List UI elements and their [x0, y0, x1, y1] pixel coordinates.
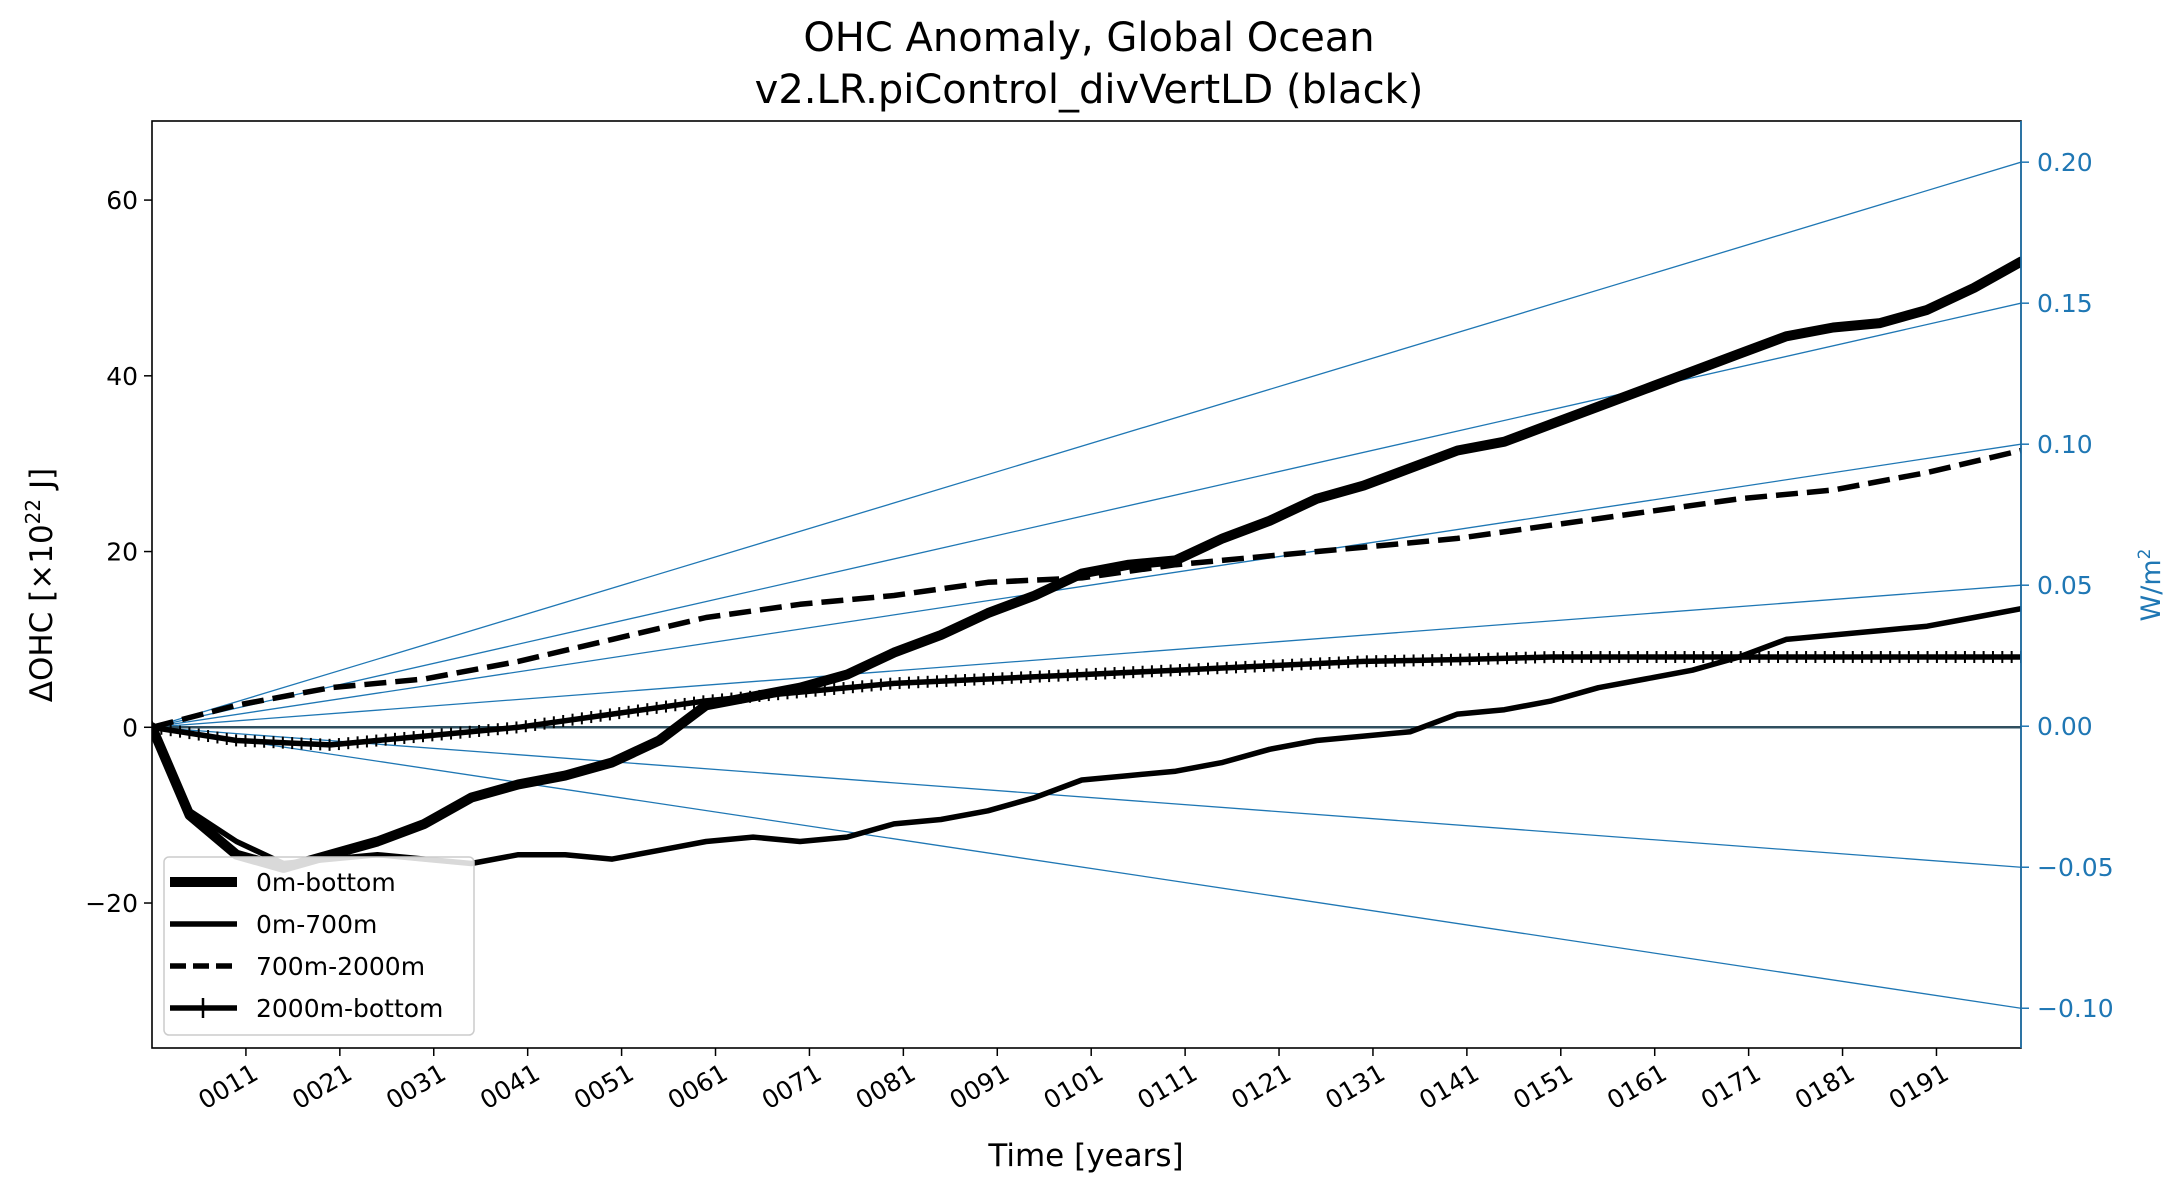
- reference-line-4: [152, 443, 2021, 728]
- legend-label-0m-bottom: 0m-bottom: [256, 868, 396, 897]
- reference-line-1: [152, 726, 2021, 868]
- x-tick-label: 0121: [1226, 1058, 1296, 1115]
- y-tick-label: 40: [106, 362, 138, 391]
- x-tick-label: 0151: [1508, 1058, 1578, 1115]
- series-markers-2000m-bottom: [152, 650, 2021, 751]
- series-line-0m-bottom: [152, 256, 2021, 873]
- y2-axis-label-exponent: 2: [2135, 549, 2155, 560]
- y2-axis-ticks: −0.10 −0.05 0.00 0.05 0.10 0.15 0.20: [2021, 148, 2114, 1023]
- y-axis-label-exponent: 22: [21, 499, 45, 524]
- x-tick-label: 0061: [663, 1058, 733, 1115]
- y2-tick-label: 0.10: [2037, 430, 2093, 459]
- reference-rate-lines: [152, 161, 2021, 1009]
- y-axis-ticks: −20 0 20 40 60: [85, 186, 152, 918]
- y-tick-label: 20: [106, 538, 138, 567]
- reference-line-5: [152, 302, 2021, 728]
- chart-title-line2: v2.LR.piControl_divVertLD (black): [755, 67, 1424, 113]
- x-tick-label: 0091: [945, 1058, 1015, 1115]
- y-axis-label-suffix: J]: [24, 468, 60, 499]
- legend-label-2000m-bottom: 2000m-bottom: [256, 994, 443, 1023]
- legend-label-700m-2000m: 700m-2000m: [256, 952, 425, 981]
- series-line-2000m-bottom: [152, 654, 2021, 748]
- legend: 0m-bottom 0m-700m 700m-2000m 2000m-bottom: [163, 856, 475, 1036]
- y2-tick-label: 0.00: [2037, 712, 2093, 741]
- reference-line-0: [152, 726, 2021, 1009]
- y2-tick-label: 0.20: [2037, 148, 2093, 177]
- x-tick-label: 0101: [1039, 1058, 1109, 1115]
- series-line-700m-2000m: [152, 447, 2021, 730]
- x-tick-label: 0031: [381, 1058, 451, 1115]
- y-axis-label-prefix: ΔOHC [×10: [24, 524, 60, 702]
- reference-line-6: [152, 161, 2021, 728]
- x-axis-ticks: 0011 0021 0031 0041 0051 0061 0071 0081 0091 0101…: [193, 1048, 1953, 1115]
- legend-box: [163, 856, 475, 1036]
- y2-tick-label: −0.05: [2037, 853, 2114, 882]
- chart-title-line1: OHC Anomaly, Global Ocean: [803, 15, 1374, 61]
- x-tick-label: 0011: [193, 1058, 263, 1115]
- x-tick-label: 0111: [1133, 1058, 1203, 1115]
- legend-label-0m-700m: 0m-700m: [256, 910, 377, 939]
- x-tick-label: 0051: [569, 1058, 639, 1115]
- x-tick-label: 0141: [1414, 1058, 1484, 1115]
- x-tick-label: 0081: [851, 1058, 921, 1115]
- y2-tick-label: −0.10: [2037, 994, 2114, 1023]
- y2-tick-label: 0.15: [2037, 289, 2093, 318]
- x-tick-label: 0181: [1790, 1058, 1860, 1115]
- x-tick-label: 0131: [1320, 1058, 1390, 1115]
- y-tick-label: −20: [85, 889, 138, 918]
- x-tick-label: 0171: [1696, 1058, 1766, 1115]
- x-tick-label: 0041: [475, 1058, 545, 1115]
- series-group: [152, 256, 2021, 873]
- y2-axis-label: W/m2: [2135, 549, 2167, 622]
- x-tick-label: 0161: [1602, 1058, 1672, 1115]
- y-tick-label: 0: [122, 713, 138, 742]
- y-tick-label: 60: [106, 186, 138, 215]
- reference-line-3: [152, 584, 2021, 728]
- y2-tick-label: 0.05: [2037, 571, 2093, 600]
- y-axis-label: ΔOHC [×1022 J]: [21, 468, 60, 702]
- x-tick-label: 0021: [287, 1058, 357, 1115]
- x-tick-label: 0191: [1884, 1058, 1954, 1115]
- y2-axis-label-prefix: W/m: [2136, 559, 2167, 621]
- x-tick-label: 0071: [757, 1058, 827, 1115]
- x-axis-label: Time [years]: [987, 1138, 1183, 1174]
